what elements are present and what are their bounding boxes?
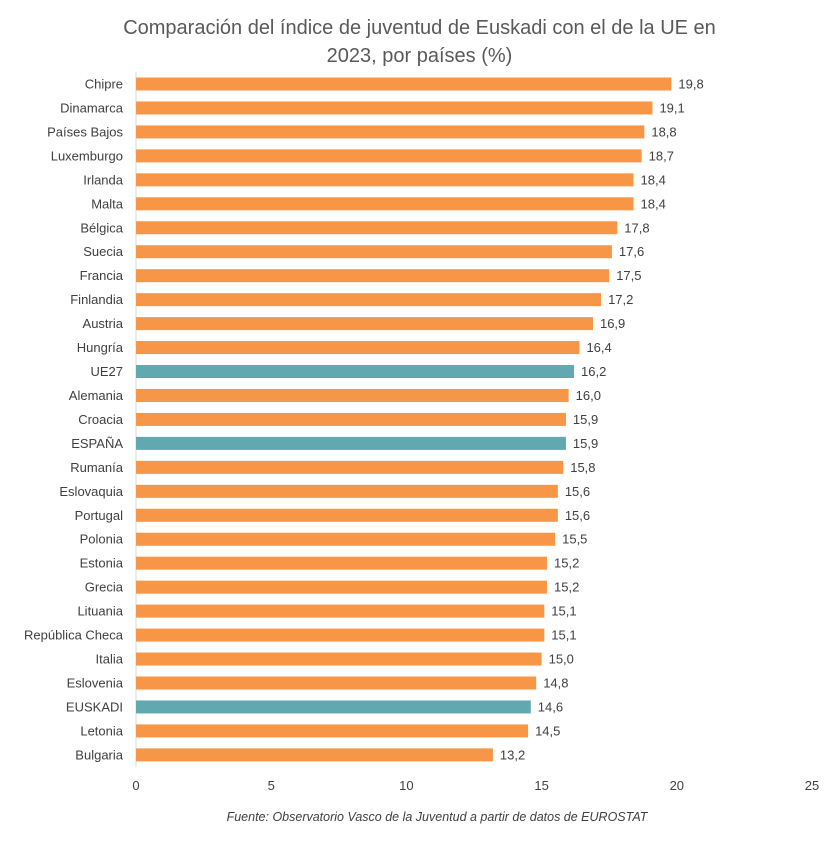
- data-label: 16,9: [600, 316, 625, 331]
- bar-irlanda: [136, 173, 634, 187]
- category-label: Luxemburgo: [51, 148, 123, 163]
- data-label: 17,2: [608, 292, 633, 307]
- data-label: 18,7: [649, 148, 674, 163]
- category-label: UE27: [90, 364, 123, 379]
- category-label: Rumanía: [70, 460, 124, 475]
- x-tick-label: 15: [534, 778, 548, 793]
- bar-dinamarca: [136, 101, 653, 115]
- bar-eslovaquia: [136, 484, 558, 498]
- data-label: 15,2: [554, 556, 579, 571]
- data-label: 15,6: [565, 484, 590, 499]
- bar-estonia: [136, 556, 548, 570]
- x-tick-label: 10: [399, 778, 413, 793]
- category-label: Dinamarca: [60, 100, 124, 115]
- category-label: Polonia: [80, 532, 124, 547]
- category-label: Irlanda: [83, 172, 124, 187]
- bar-suecia: [136, 245, 612, 259]
- bar-malta: [136, 197, 634, 211]
- category-label: EUSKADI: [66, 699, 123, 714]
- bar-austria: [136, 317, 593, 331]
- data-label: 15,2: [554, 580, 579, 595]
- chart-title-line-1: Comparación del índice de juventud de Eu…: [123, 17, 716, 39]
- category-label: Hungría: [77, 340, 124, 355]
- category-label: Eslovaquia: [59, 484, 123, 499]
- category-label: Austria: [83, 316, 124, 331]
- bar-finlandia: [136, 293, 602, 307]
- data-label: 18,8: [651, 124, 676, 139]
- category-label: Francia: [80, 268, 124, 283]
- data-label: 15,5: [562, 532, 587, 547]
- category-label: Lituania: [77, 604, 123, 619]
- bar-francia: [136, 269, 610, 283]
- data-label: 14,8: [543, 676, 568, 691]
- bar-países-bajos: [136, 125, 645, 139]
- category-label: Países Bajos: [47, 124, 123, 139]
- bar-letonia: [136, 724, 529, 738]
- data-label: 17,6: [619, 244, 644, 259]
- category-label: Estonia: [80, 556, 124, 571]
- data-label: 15,6: [565, 508, 590, 523]
- data-label: 15,1: [551, 628, 576, 643]
- category-label: Croacia: [78, 412, 124, 427]
- category-label: Italia: [96, 652, 124, 667]
- category-label: Grecia: [85, 580, 124, 595]
- x-tick-label: 20: [670, 778, 684, 793]
- data-label: 16,4: [586, 340, 611, 355]
- data-label: 18,4: [641, 196, 666, 211]
- data-label: 16,0: [576, 388, 601, 403]
- bar-ue27: [136, 365, 575, 379]
- category-label: República Checa: [24, 628, 124, 643]
- bar-croacia: [136, 412, 566, 426]
- bar-españa: [136, 436, 566, 450]
- data-label: 17,5: [616, 268, 641, 283]
- category-label: Portugal: [75, 508, 124, 523]
- x-tick-label: 0: [132, 778, 139, 793]
- bar-bélgica: [136, 221, 618, 235]
- source-note: Fuente: Observatorio Vasco de la Juventu…: [226, 810, 648, 824]
- bar-polonia: [136, 532, 556, 546]
- data-label: 15,0: [549, 652, 574, 667]
- data-label: 14,5: [535, 723, 560, 738]
- category-label: Suecia: [83, 244, 124, 259]
- data-label: 15,9: [573, 436, 598, 451]
- category-label: Malta: [91, 196, 124, 211]
- data-label: 16,2: [581, 364, 606, 379]
- category-label: Finlandia: [70, 292, 124, 307]
- bar-república-checa: [136, 628, 545, 642]
- data-label: 19,8: [678, 77, 703, 92]
- x-tick-label: 5: [268, 778, 275, 793]
- x-tick-label: 25: [805, 778, 819, 793]
- data-label: 18,4: [641, 172, 666, 187]
- category-label: Chipre: [85, 77, 123, 92]
- bar-euskadi: [136, 700, 531, 714]
- data-label: 14,6: [538, 699, 563, 714]
- bar-chipre: [136, 77, 672, 91]
- data-label: 15,1: [551, 604, 576, 619]
- bar-hungría: [136, 341, 580, 355]
- chart-title-line-2: 2023, por países (%): [326, 45, 513, 67]
- bar-lituania: [136, 604, 545, 618]
- data-label: 17,8: [624, 220, 649, 235]
- bar-italia: [136, 652, 542, 666]
- data-label: 19,1: [659, 100, 684, 115]
- bar-rumanía: [136, 460, 564, 474]
- bar-alemania: [136, 388, 569, 402]
- category-label: Bulgaria: [75, 747, 123, 762]
- category-label: ESPAÑA: [71, 436, 123, 451]
- bar-grecia: [136, 580, 548, 594]
- bar-luxemburgo: [136, 149, 642, 163]
- data-label: 15,9: [573, 412, 598, 427]
- bar-bulgaria: [136, 748, 493, 762]
- bar-eslovenia: [136, 676, 537, 690]
- category-label: Eslovenia: [67, 676, 124, 691]
- data-label: 13,2: [500, 747, 525, 762]
- chart-title: Comparación del índice de juventud de Eu…: [0, 14, 839, 70]
- category-label: Bélgica: [80, 220, 123, 235]
- data-label: 15,8: [570, 460, 595, 475]
- bar-portugal: [136, 508, 558, 522]
- category-label: Letonia: [80, 723, 123, 738]
- category-label: Alemania: [69, 388, 124, 403]
